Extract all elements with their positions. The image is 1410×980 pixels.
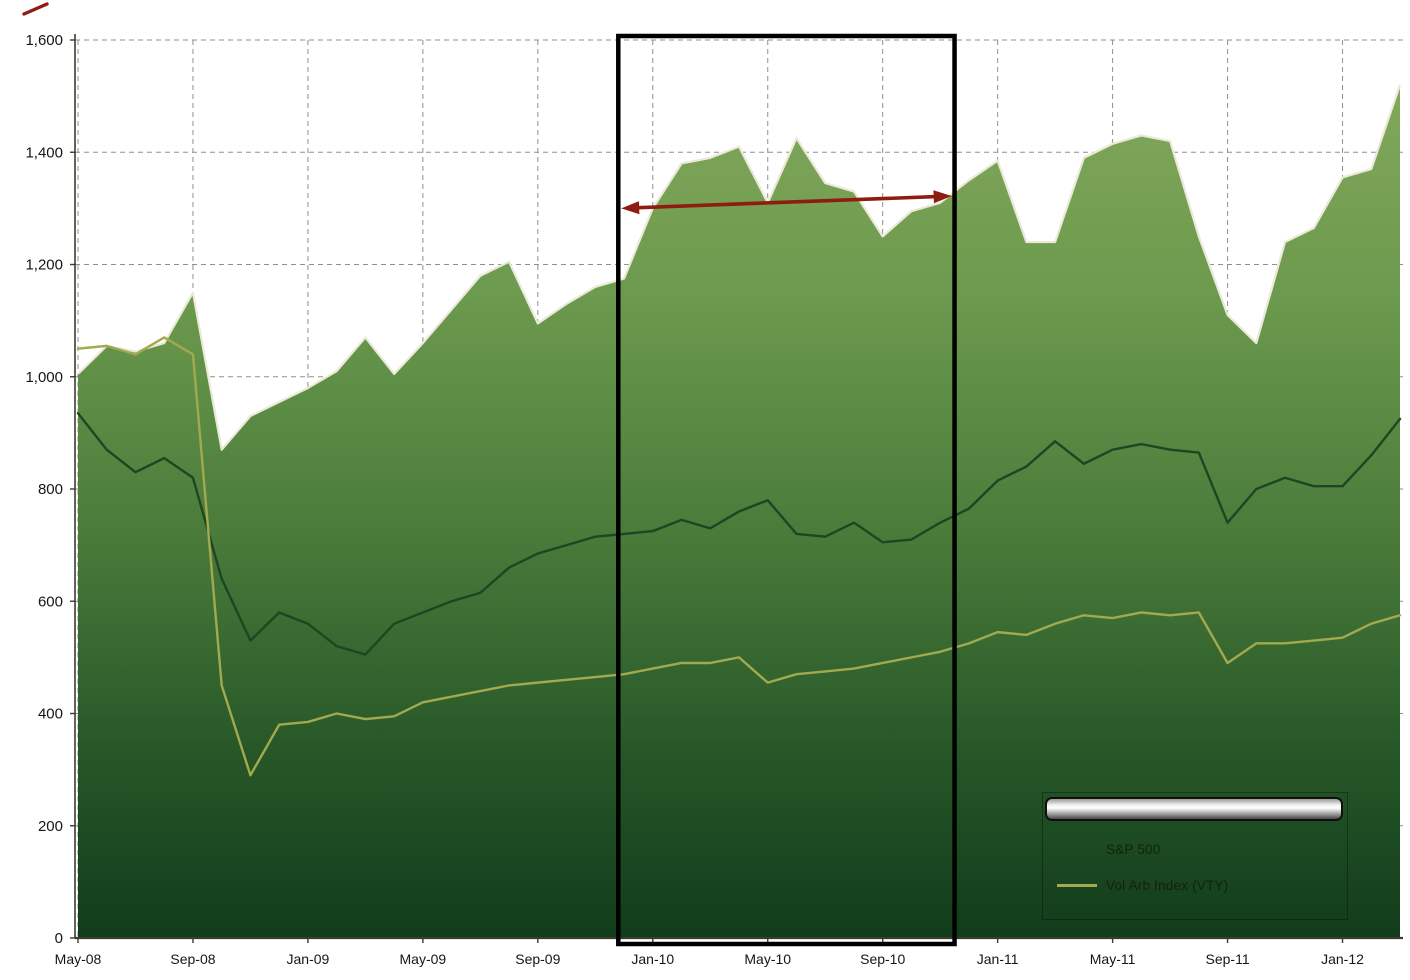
svg-text:0: 0 (55, 930, 63, 947)
svg-text:600: 600 (38, 593, 63, 610)
svg-text:Jan-12: Jan-12 (1321, 951, 1364, 967)
legend-label-sp500: S&P 500 (1106, 841, 1161, 857)
corner-red-mark (22, 2, 49, 16)
legend-label-volarb: Vol Arb Index (VTY) (1106, 877, 1229, 893)
svg-text:Sep-08: Sep-08 (170, 951, 215, 967)
legend-header-bar (1045, 797, 1343, 821)
svg-text:Jan-10: Jan-10 (631, 951, 674, 967)
svg-text:Jan-09: Jan-09 (287, 951, 330, 967)
svg-text:800: 800 (38, 481, 63, 498)
svg-text:400: 400 (38, 706, 63, 723)
svg-text:1,600: 1,600 (25, 32, 63, 49)
svg-text:Sep-10: Sep-10 (860, 951, 905, 967)
svg-text:May-09: May-09 (400, 951, 447, 967)
svg-text:May-11: May-11 (1090, 951, 1136, 967)
trend-arrow (621, 190, 952, 215)
svg-text:Sep-11: Sep-11 (1206, 951, 1250, 967)
volarb-line (76, 336, 1402, 777)
legend-item-sp500: S&P 500 (1057, 841, 1160, 857)
svg-text:1,000: 1,000 (25, 369, 63, 386)
x-axis-labels: May-08 Sep-08 Jan-09 May-09 Sep-09 Jan-10 May-… (55, 951, 1364, 967)
svg-text:May-10: May-10 (744, 951, 791, 967)
svg-text:Sep-09: Sep-09 (515, 951, 560, 967)
svg-text:May-08: May-08 (55, 951, 102, 967)
svg-text:Jan-11: Jan-11 (977, 951, 1019, 967)
sp500-line (76, 412, 1402, 656)
legend: S&P 500 Vol Arb Index (VTY) (1042, 792, 1348, 920)
y-axis-labels: 0 200 400 600 800 1,000 1,200 1,400 1,600 (25, 32, 63, 947)
volarb-line-swatch (1057, 883, 1097, 887)
legend-item-volarb: Vol Arb Index (VTY) (1057, 877, 1228, 893)
sp500-line-swatch (1057, 847, 1097, 851)
axes (70, 34, 1403, 943)
svg-text:1,200: 1,200 (25, 257, 63, 274)
svg-text:1,400: 1,400 (25, 144, 63, 161)
area-top-edge (77, 84, 1402, 451)
highlight-box (616, 33, 957, 947)
svg-text:200: 200 (38, 818, 63, 835)
